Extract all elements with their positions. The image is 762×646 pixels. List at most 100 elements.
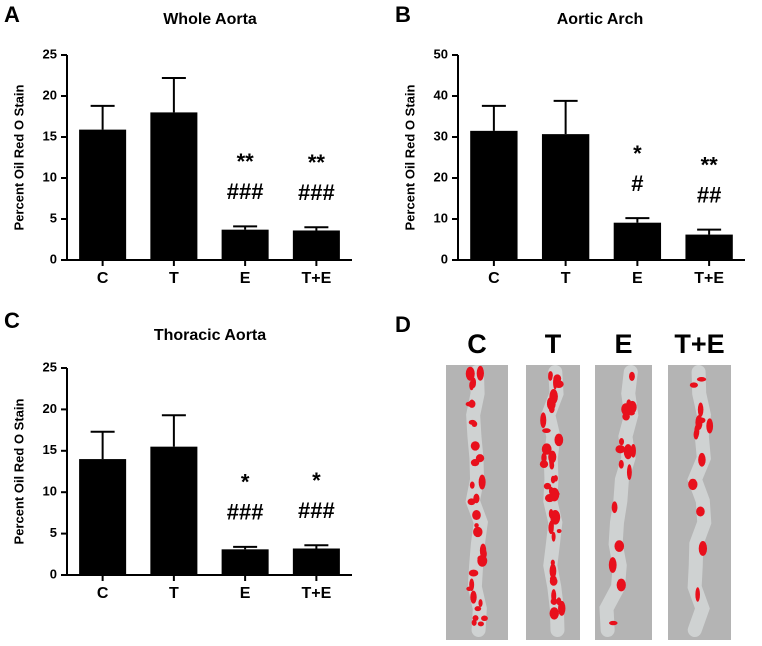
significance-star: * — [312, 468, 321, 493]
lipid-stain — [556, 528, 562, 534]
y-tick-label: 0 — [441, 251, 448, 266]
bar — [221, 229, 269, 260]
x-tick-label: C — [97, 585, 109, 602]
x-tick-label: T+E — [301, 585, 331, 602]
lipid-stain — [627, 400, 637, 414]
y-tick-label: 25 — [43, 359, 57, 374]
y-axis-label: Percent Oil Red O Stain — [402, 84, 417, 230]
lipid-stain — [706, 418, 714, 434]
bar-group — [292, 226, 340, 260]
lipid-stain — [698, 541, 708, 556]
y-tick-label: 20 — [434, 169, 448, 184]
lipid-stain — [465, 366, 475, 381]
bar — [221, 549, 269, 575]
chart-title: Aortic Arch — [557, 11, 644, 28]
lipid-stain — [476, 365, 484, 381]
lipid-stain — [623, 444, 633, 460]
lipid-stain — [470, 441, 480, 451]
bar — [613, 222, 662, 260]
x-tick-label: C — [488, 270, 500, 287]
lipid-stain — [556, 597, 562, 606]
bar — [292, 548, 340, 575]
lipid-stain — [475, 454, 485, 463]
lipid-stain — [546, 398, 556, 411]
y-tick-label: 10 — [434, 210, 448, 225]
lipid-stain — [550, 559, 555, 566]
y-tick-label: 20 — [43, 87, 57, 102]
bar — [79, 129, 127, 260]
image-label: T+E — [674, 329, 724, 359]
y-tick-label: 0 — [50, 251, 57, 266]
panel-label: B — [395, 2, 411, 27]
y-tick-label: 40 — [434, 87, 448, 102]
bar-group — [541, 99, 590, 260]
lipid-stain — [469, 481, 475, 489]
lipid-stain — [696, 506, 705, 517]
aorta-image — [526, 365, 580, 640]
lipid-stain — [473, 526, 483, 538]
lipid-stain — [695, 587, 700, 602]
bar — [150, 446, 198, 575]
significance-hash: ## — [697, 182, 721, 207]
lipid-stain — [540, 412, 547, 429]
y-tick-label: 30 — [434, 128, 448, 143]
lipid-stain — [472, 510, 481, 521]
y-tick-label: 15 — [43, 442, 57, 457]
lipid-stain — [548, 371, 553, 380]
bar-group — [79, 430, 127, 575]
bar-group — [79, 104, 127, 260]
lipid-stain — [478, 599, 483, 608]
x-tick-label: E — [632, 270, 643, 287]
x-tick-label: T — [169, 585, 179, 602]
lipid-stain — [474, 523, 479, 528]
y-tick-label: 5 — [50, 525, 57, 540]
aorta-image — [668, 365, 731, 640]
lipid-stain — [477, 621, 484, 627]
lipid-stain — [479, 543, 487, 558]
lipid-stain — [619, 438, 625, 446]
lipid-stain — [694, 424, 700, 438]
chart-title: Thoracic Aorta — [154, 327, 266, 344]
x-tick-label: E — [240, 270, 251, 287]
lipid-stain — [688, 478, 698, 491]
y-tick-label: 25 — [43, 46, 57, 61]
bar-group — [613, 217, 662, 260]
x-tick-label: T+E — [301, 270, 331, 287]
panel-label: D — [395, 312, 411, 337]
lipid-stain — [474, 606, 482, 612]
lipid-stain — [541, 443, 552, 455]
lipid-stain — [608, 557, 617, 573]
lipid-stain — [541, 452, 547, 464]
lipid-stain — [542, 428, 551, 434]
lipid-stain — [468, 419, 477, 425]
lipid-stain — [614, 540, 625, 552]
significance-hash: ### — [298, 498, 335, 523]
lipid-stain — [609, 620, 618, 626]
image-label: C — [467, 329, 487, 359]
lipid-stain — [616, 578, 626, 592]
significance-hash: # — [631, 171, 643, 196]
y-tick-label: 5 — [50, 210, 57, 225]
significance-star: * — [241, 470, 250, 495]
significance-hash: ### — [227, 179, 264, 204]
lipid-stain — [611, 501, 618, 514]
lipid-stain — [615, 445, 626, 454]
lipid-stain — [626, 464, 632, 480]
image-label: T — [545, 329, 562, 359]
lipid-stain — [550, 509, 561, 525]
lipid-stain — [549, 487, 560, 502]
x-tick-label: E — [240, 585, 251, 602]
bar-group — [292, 544, 340, 575]
lipid-stain — [539, 460, 549, 469]
bar-group — [221, 545, 269, 575]
lipid-stain — [470, 590, 477, 604]
bar-group — [221, 225, 269, 260]
y-tick-label: 10 — [43, 169, 57, 184]
lipid-stain — [551, 589, 557, 603]
bar-group — [150, 76, 198, 261]
y-tick-label: 0 — [50, 566, 57, 581]
lipid-stain — [689, 382, 698, 388]
lipid-stain — [478, 474, 486, 490]
